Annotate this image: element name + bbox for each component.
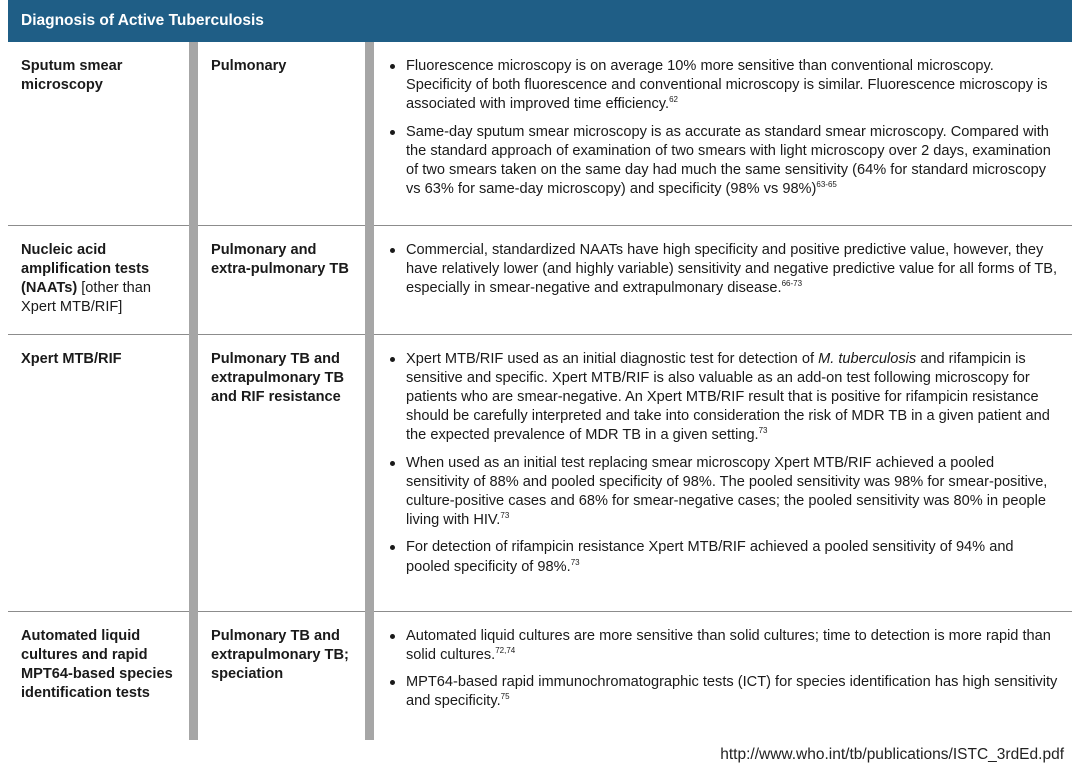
findings-cell: Automated liquid cultures are more sensi… <box>374 611 1072 740</box>
list-item: Automated liquid cultures are more sensi… <box>385 627 1058 665</box>
list-item: Commercial, standardized NAATs have high… <box>385 241 1058 299</box>
test-name-cell: Nucleic acid amplification tests (NAATs)… <box>8 225 189 335</box>
test-name-cell: Automated liquid cultures and rapid MPT6… <box>21 627 173 702</box>
table-title: Diagnosis of Active Tuberculosis <box>8 0 1072 42</box>
table-row: Sputum smear microscopy Pulmonary Fluore… <box>8 42 1072 226</box>
site-cell: Pulmonary <box>198 42 365 226</box>
list-item: Xpert MTB/RIF used as an initial diagnos… <box>385 350 1058 446</box>
table-row: Automated liquid cultures and rapid MPT6… <box>8 611 1072 740</box>
findings-cell: Commercial, standardized NAATs have high… <box>374 225 1072 335</box>
list-item: Fluorescence microscopy is on average 10… <box>385 57 1058 115</box>
test-name-cell: Xpert MTB/RIF <box>8 334 189 612</box>
list-item: Same-day sputum smear microscopy is as a… <box>385 123 1058 200</box>
list-item: For detection of rifampicin resistance X… <box>385 538 1058 576</box>
site-cell: Pulmonary and extra-pulmonary TB <box>198 225 365 335</box>
list-item: MPT64-based rapid immunochromatographic … <box>385 673 1058 711</box>
diagnosis-table: Sputum smear microscopy Pulmonary Fluore… <box>8 42 1072 740</box>
document-panel: Diagnosis of Active Tuberculosis Sputum … <box>8 0 1072 740</box>
table-row: Xpert MTB/RIF Pulmonary TB and extrapulm… <box>8 334 1072 612</box>
table-row: Nucleic acid amplification tests (NAATs)… <box>8 225 1072 335</box>
source-url: http://www.who.int/tb/publications/ISTC_… <box>720 746 1064 763</box>
site-cell: Pulmonary TB and extrapulmonary TB; spec… <box>211 627 349 682</box>
list-item: When used as an initial test replacing s… <box>385 454 1058 531</box>
test-name-cell: Sputum smear microscopy <box>8 42 189 226</box>
site-cell: Pulmonary TB and extrapulmonary TB and R… <box>198 334 365 612</box>
findings-cell: Xpert MTB/RIF used as an initial diagnos… <box>374 334 1072 612</box>
findings-cell: Fluorescence microscopy is on average 10… <box>374 42 1072 226</box>
